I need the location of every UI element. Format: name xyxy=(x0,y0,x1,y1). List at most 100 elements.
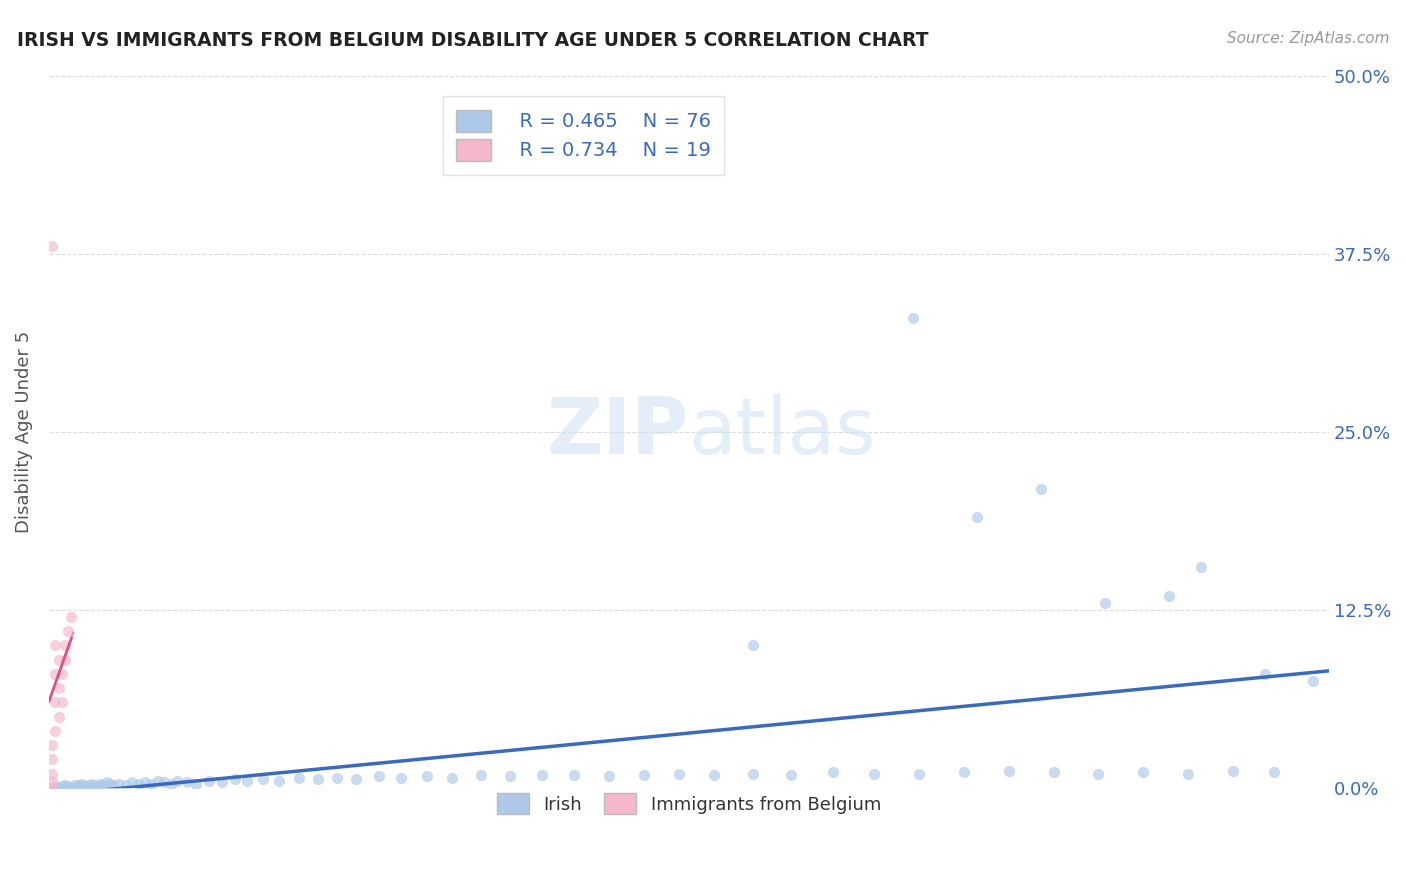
Point xyxy=(821,765,844,780)
Point xyxy=(56,780,79,794)
Point xyxy=(441,771,464,785)
Point xyxy=(60,780,83,795)
Point xyxy=(73,778,96,792)
Point xyxy=(344,772,367,787)
Point xyxy=(224,772,246,787)
Point xyxy=(89,776,111,790)
Point xyxy=(114,778,136,792)
Point xyxy=(741,639,763,653)
Point xyxy=(51,695,73,709)
Point xyxy=(780,768,803,782)
Point xyxy=(966,510,988,524)
Point xyxy=(1094,596,1116,610)
Point xyxy=(48,681,70,695)
Point xyxy=(236,773,259,788)
Point xyxy=(598,769,620,783)
Point xyxy=(1189,560,1212,574)
Point xyxy=(741,766,763,780)
Text: IRISH VS IMMIGRANTS FROM BELGIUM DISABILITY AGE UNDER 5 CORRELATION CHART: IRISH VS IMMIGRANTS FROM BELGIUM DISABIL… xyxy=(17,31,928,50)
Point xyxy=(953,765,976,780)
Point xyxy=(41,752,63,766)
Point xyxy=(908,766,931,780)
Point xyxy=(60,610,83,624)
Text: atlas: atlas xyxy=(689,393,876,470)
Point xyxy=(153,775,176,789)
Point xyxy=(141,776,163,790)
Point xyxy=(367,769,389,783)
Point xyxy=(198,773,221,788)
Point xyxy=(44,780,66,794)
Point xyxy=(53,653,76,667)
Point xyxy=(901,310,924,325)
Point xyxy=(96,775,118,789)
Point xyxy=(998,764,1021,778)
Point xyxy=(499,769,522,783)
Point xyxy=(108,776,131,790)
Point xyxy=(389,771,412,785)
Point xyxy=(41,780,63,795)
Point xyxy=(70,776,93,790)
Point xyxy=(1157,589,1180,603)
Point xyxy=(415,769,437,783)
Point xyxy=(101,778,124,792)
Point xyxy=(146,773,169,788)
Legend: Irish, Immigrants from Belgium: Irish, Immigrants from Belgium xyxy=(485,782,891,825)
Point xyxy=(41,780,63,795)
Point xyxy=(44,639,66,653)
Point xyxy=(44,695,66,709)
Point xyxy=(53,639,76,653)
Point xyxy=(470,768,492,782)
Point xyxy=(1029,482,1052,496)
Point xyxy=(703,768,725,782)
Point xyxy=(186,776,208,790)
Point xyxy=(41,738,63,752)
Point xyxy=(176,775,198,789)
Point xyxy=(44,666,66,681)
Point xyxy=(48,653,70,667)
Point xyxy=(98,776,121,790)
Point xyxy=(48,709,70,723)
Point xyxy=(562,768,585,782)
Point xyxy=(269,773,291,788)
Point xyxy=(41,766,63,780)
Point xyxy=(44,723,66,738)
Point xyxy=(86,780,108,794)
Point xyxy=(1132,765,1154,780)
Point xyxy=(1254,666,1277,681)
Point xyxy=(863,766,886,780)
Point xyxy=(159,776,181,790)
Point xyxy=(1222,764,1244,778)
Text: ZIP: ZIP xyxy=(547,393,689,470)
Point xyxy=(128,776,150,790)
Point xyxy=(1177,766,1199,780)
Point xyxy=(668,766,690,780)
Point xyxy=(1087,766,1109,780)
Point xyxy=(66,780,89,794)
Point xyxy=(326,771,349,785)
Point xyxy=(56,624,79,639)
Text: Source: ZipAtlas.com: Source: ZipAtlas.com xyxy=(1226,31,1389,46)
Point xyxy=(79,776,101,790)
Point xyxy=(287,771,309,785)
Point xyxy=(307,772,329,787)
Point xyxy=(530,768,553,782)
Point xyxy=(1263,765,1285,780)
Point xyxy=(633,768,655,782)
Point xyxy=(166,773,188,788)
Point xyxy=(211,775,233,789)
Point xyxy=(1042,765,1064,780)
Point xyxy=(1302,673,1324,688)
Y-axis label: Disability Age Under 5: Disability Age Under 5 xyxy=(15,331,32,533)
Point xyxy=(83,778,105,792)
Point xyxy=(48,780,70,795)
Point xyxy=(51,666,73,681)
Point xyxy=(63,778,86,792)
Point xyxy=(76,780,98,794)
Point xyxy=(51,780,73,794)
Point xyxy=(252,772,274,787)
Point xyxy=(93,778,115,792)
Point xyxy=(41,239,63,253)
Point xyxy=(41,773,63,788)
Point xyxy=(134,775,156,789)
Point xyxy=(53,778,76,792)
